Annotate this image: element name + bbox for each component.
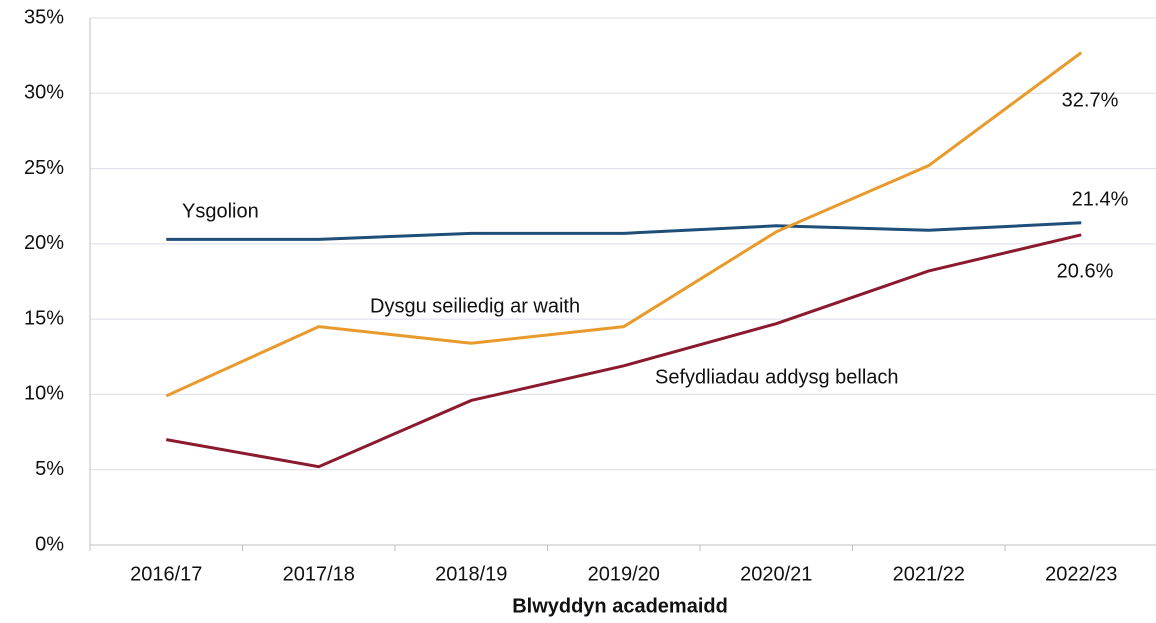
data-label: 32.7% bbox=[1062, 89, 1119, 111]
x-tick-label: 2021/22 bbox=[893, 563, 965, 585]
series-line bbox=[165, 51, 1083, 398]
x-tick-label: 2017/18 bbox=[283, 563, 355, 585]
x-tick-label: 2022/23 bbox=[1045, 563, 1117, 585]
series-line bbox=[165, 233, 1082, 469]
series-label: Sefydliadau addysg bellach bbox=[655, 366, 899, 388]
x-tick-label: 2016/17 bbox=[130, 563, 202, 585]
x-axis-title: Blwyddyn academaidd bbox=[512, 595, 728, 617]
y-tick-label: 5% bbox=[35, 458, 64, 480]
y-tick-label: 15% bbox=[24, 307, 64, 329]
x-tick-label: 2019/20 bbox=[588, 563, 660, 585]
y-tick-label: 35% bbox=[24, 6, 64, 28]
series-label: Dysgu seiliedig ar waith bbox=[370, 295, 580, 317]
y-tick-label: 20% bbox=[24, 232, 64, 254]
series-label: Ysgolion bbox=[182, 200, 259, 222]
x-tick-label: 2020/21 bbox=[740, 563, 812, 585]
series-line bbox=[166, 221, 1082, 241]
y-tick-label: 30% bbox=[24, 82, 64, 104]
y-tick-label: 25% bbox=[24, 157, 64, 179]
data-label: 20.6% bbox=[1057, 260, 1114, 282]
x-tick-label: 2018/19 bbox=[435, 563, 507, 585]
data-label: 21.4% bbox=[1072, 188, 1129, 210]
y-tick-label: 0% bbox=[35, 533, 64, 555]
y-tick-label: 10% bbox=[24, 383, 64, 405]
